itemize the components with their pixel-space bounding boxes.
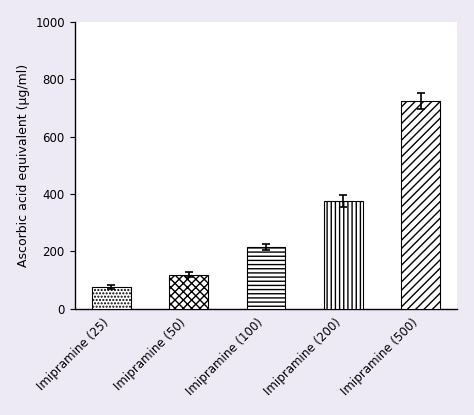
Bar [401, 100, 440, 309]
Bar [92, 287, 131, 309]
Bar [324, 201, 363, 309]
Y-axis label: Ascorbic acid equivalent (μg/ml): Ascorbic acid equivalent (μg/ml) [17, 63, 30, 267]
Bar [246, 247, 285, 309]
Bar [169, 275, 208, 309]
